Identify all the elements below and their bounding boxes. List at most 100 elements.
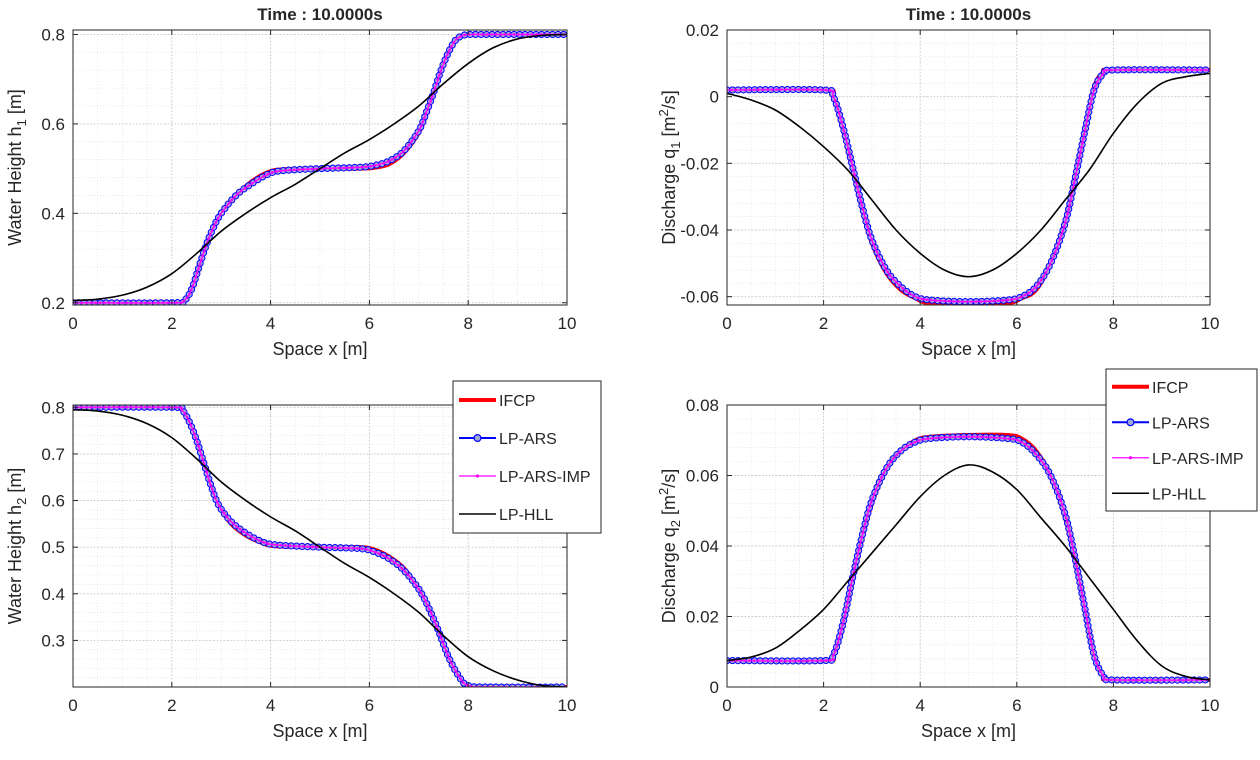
marker-point-lp-ars-imp	[863, 216, 867, 220]
y-tick-label: 0.5	[41, 538, 65, 557]
marker-point-lp-ars-imp	[1082, 600, 1085, 603]
marker-point-lp-ars-imp	[1031, 289, 1034, 292]
legend-marker-lp-ars	[1126, 418, 1135, 427]
marker-point-lp-ars-imp	[743, 88, 747, 92]
marker-point-lp-ars-imp	[328, 166, 332, 170]
marker-point-lp-ars-imp	[1034, 285, 1037, 289]
marker-point-lp-ars-imp	[879, 258, 883, 262]
marker-point-lp-ars-imp	[417, 587, 421, 591]
marker-point-lp-ars-imp	[1105, 678, 1108, 682]
marker-point-lp-ars-imp	[437, 74, 441, 77]
marker-point-lp-ars-imp	[861, 208, 865, 211]
marker-point-lp-ars-imp	[266, 542, 270, 546]
marker-point-lp-ars-imp	[1059, 499, 1063, 502]
marker-point-lp-ars-imp	[1154, 678, 1158, 682]
y-tick-label: 0.8	[41, 25, 65, 44]
x-tick-label: 6	[365, 696, 374, 715]
marker-point-lp-ars-imp	[1081, 141, 1084, 145]
marker-point-lp-ars-imp	[393, 561, 397, 564]
marker-point-lp-ars-imp	[766, 88, 769, 91]
marker-point-lp-ars-imp	[857, 190, 860, 194]
marker-point-lp-ars-imp	[499, 33, 502, 36]
marker-point-lp-ars-imp	[1080, 146, 1083, 149]
marker-point-lp-ars-imp	[853, 173, 856, 176]
marker-point-lp-ars-imp	[873, 246, 877, 250]
marker-point-lp-ars-imp	[1065, 520, 1069, 524]
marker-point-lp-ars-imp	[424, 599, 427, 603]
marker-point-lp-ars-imp	[185, 296, 189, 300]
x-tick-label: 4	[266, 314, 275, 333]
marker-point-lp-ars-imp	[197, 445, 200, 448]
marker-point-lp-ars-imp	[407, 143, 411, 147]
marker-point-lp-ars-imp	[1101, 73, 1104, 76]
y-tick-label: 0.6	[41, 115, 65, 134]
marker-point-lp-ars-imp	[881, 262, 885, 266]
marker-point-lp-ars-imp	[925, 298, 929, 301]
marker-point-lp-ars-imp	[1181, 68, 1185, 72]
marker-point-lp-ars-imp	[931, 436, 934, 440]
marker-point-lp-ars-imp	[230, 199, 233, 202]
marker-point-lp-ars-imp	[195, 271, 199, 275]
x-tick-label: 10	[1201, 696, 1220, 715]
marker-point-lp-ars-imp	[843, 133, 847, 137]
marker-point-lp-ars-imp	[98, 301, 102, 305]
marker-point-lp-ars-imp	[1118, 678, 1122, 682]
legend-label-ifcp: IFCP	[499, 393, 535, 410]
marker-point-lp-ars-imp	[989, 436, 993, 439]
marker-point-lp-ars-imp	[288, 168, 292, 172]
marker-point-lp-ars-imp	[216, 216, 220, 220]
marker-point-lp-ars-imp	[275, 543, 278, 547]
marker-point-lp-ars-imp	[849, 583, 853, 587]
marker-point-lp-ars-imp	[421, 120, 425, 124]
marker-point-lp-ars-imp	[212, 492, 216, 495]
marker-point-lp-ars-imp	[459, 677, 462, 681]
marker-point-lp-ars-imp	[214, 220, 218, 224]
x-tick-label: 10	[1201, 314, 1220, 333]
marker-point-lp-ars-imp	[231, 522, 235, 525]
marker-point-lp-ars-imp	[337, 166, 341, 170]
series-group	[727, 432, 1210, 684]
marker-point-lp-ars-imp	[220, 508, 223, 511]
marker-point-lp-ars-imp	[80, 406, 84, 409]
marker-point-lp-ars-imp	[874, 488, 878, 491]
marker-point-lp-ars-imp	[284, 544, 287, 547]
marker-point-lp-ars-imp	[1069, 538, 1073, 542]
marker-point-lp-ars-imp	[406, 573, 410, 577]
x-tick-label: 0	[722, 314, 731, 333]
x-tick-label: 0	[68, 696, 77, 715]
marker-point-lp-ars-imp	[797, 88, 801, 91]
y-axis-label-unit: [m]	[5, 89, 25, 119]
marker-point-lp-ars-imp	[858, 194, 861, 198]
marker-point-lp-ars-imp	[835, 103, 838, 106]
marker-point-lp-ars-imp	[824, 659, 828, 662]
marker-point-lp-ars-imp	[205, 470, 208, 474]
marker-point-lp-ars-imp	[288, 544, 292, 548]
marker-point-lp-ars-imp	[428, 607, 431, 611]
marker-point-lp-ars-imp	[116, 405, 120, 409]
marker-point-lp-ars-imp	[219, 213, 222, 216]
marker-point-lp-ars-imp	[971, 435, 975, 439]
marker-point-lp-ars-imp	[866, 513, 869, 517]
marker-point-lp-ars-imp	[870, 238, 874, 241]
legend-box	[452, 380, 602, 534]
y-tick-label: 0	[710, 678, 719, 697]
marker-point-lp-ars-imp	[961, 300, 964, 303]
marker-point-lp-ars-imp	[179, 301, 183, 304]
marker-point-lp-ars-imp	[841, 623, 844, 627]
y-tick-label: 0	[710, 88, 719, 107]
marker-point-lp-ars-imp	[210, 487, 214, 491]
marker-point-lp-ars-imp	[208, 479, 211, 483]
marker-point-lp-ars-imp	[503, 33, 507, 36]
marker-point-lp-ars-imp	[224, 205, 228, 209]
legend-marker-lp-ars-imp	[1128, 456, 1133, 460]
marker-point-lp-ars-imp	[221, 209, 225, 213]
marker-point-lp-ars-imp	[847, 597, 850, 600]
marker-point-lp-ars-imp	[243, 187, 247, 190]
series-line-lp-hll	[73, 408, 567, 687]
marker-point-lp-ars-imp	[1091, 93, 1095, 97]
x-axis-label: Space x [m]	[921, 339, 1016, 359]
marker-point-lp-ars-imp	[1044, 271, 1048, 274]
marker-point-lp-ars-imp	[1070, 194, 1073, 198]
marker-point-lp-ars-imp	[862, 526, 866, 530]
